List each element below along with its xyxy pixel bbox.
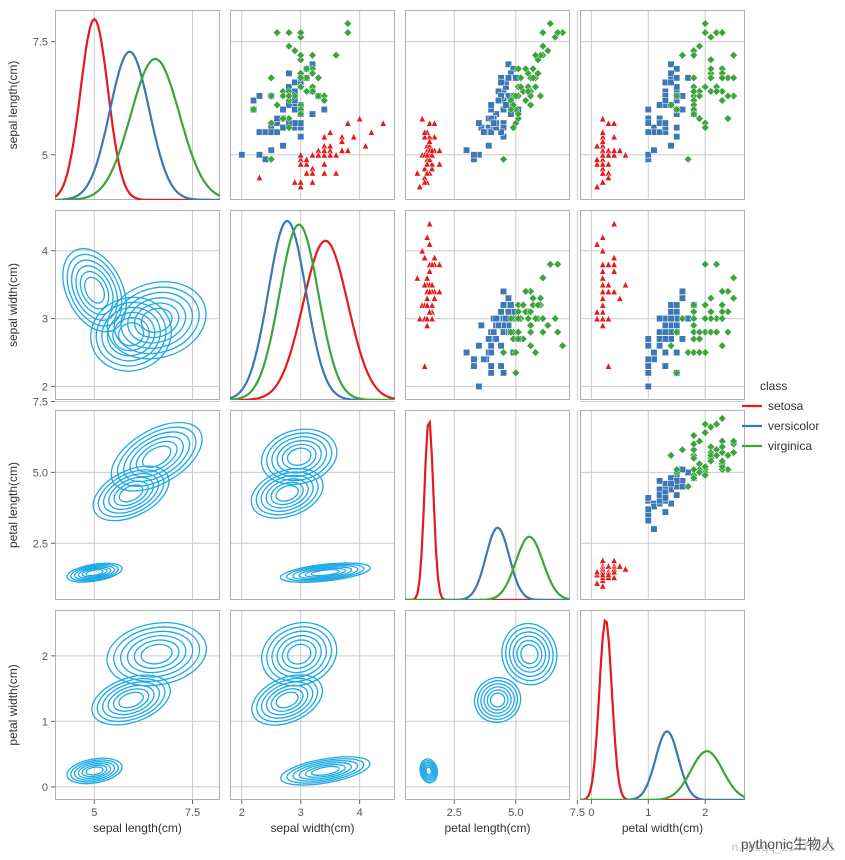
pairplot-svg: 57.5sepal length(cm)234sepal width(cm)2.… xyxy=(0,0,845,860)
x-tick-label: 5 xyxy=(91,807,97,819)
x-tick-label: 0 xyxy=(588,807,594,819)
legend-label: setosa xyxy=(768,399,804,413)
x-tick-label: 5.0 xyxy=(508,807,523,819)
panel-3-3: 0 1 2 petal width(cm) xyxy=(580,610,745,835)
y-tick-label: 1 xyxy=(42,716,48,728)
y-axis-label: sepal length(cm) xyxy=(6,61,20,150)
panel-2-1 xyxy=(230,401,395,600)
x-tick-label: 2 xyxy=(239,807,245,819)
legend-label: virginica xyxy=(768,439,812,453)
panel-1-0: 2 3 4 sepal width(cm) xyxy=(6,210,220,400)
x-tick-label: 3 xyxy=(298,807,304,819)
y-tick-label: 3 xyxy=(42,314,48,326)
legend-label: versicolor xyxy=(768,419,819,433)
y-tick-label: 5.0 xyxy=(33,467,48,479)
panel-0-1 xyxy=(230,10,395,200)
panel-2-3 xyxy=(580,401,745,600)
x-axis-label: petal width(cm) xyxy=(622,821,703,835)
y-tick-label: 5 xyxy=(42,150,48,162)
panel-1-3 xyxy=(580,210,745,400)
legend: class setosa versicolor virginica xyxy=(742,379,819,453)
pairplot-root: 57.5sepal length(cm)234sepal width(cm)2.… xyxy=(0,0,845,860)
y-axis-label: sepal width(cm) xyxy=(6,263,20,347)
x-tick-label: 2 xyxy=(702,807,708,819)
panel-1-1 xyxy=(230,210,395,400)
x-axis-label: petal length(cm) xyxy=(444,821,530,835)
panel-0-0: 5 7.5 sepal length(cm) xyxy=(6,10,220,200)
y-axis-label: petal length(cm) xyxy=(6,462,20,548)
x-tick-label: 7.5 xyxy=(570,807,585,819)
y-tick-label: 2 xyxy=(42,381,48,393)
x-tick-label: 7.5 xyxy=(185,807,200,819)
y-tick-label: 7.5 xyxy=(33,396,48,408)
y-tick-label: 7.5 xyxy=(33,37,48,49)
x-tick-label: 4 xyxy=(357,807,363,819)
x-axis-label: sepal width(cm) xyxy=(270,821,354,835)
panel-3-2: 2.5 5.0 7.5 petal length(cm) xyxy=(405,610,585,835)
panel-3-0: 5 7.5sepal length(cm) 0 1 2 petal width(cm) xyxy=(6,610,220,835)
panel-1-2 xyxy=(405,210,577,400)
x-tick-label: 2.5 xyxy=(447,807,462,819)
panel-3-1: 2 3 4sepal width(cm) xyxy=(230,610,395,835)
y-tick-label: 4 xyxy=(42,246,48,258)
panel-0-3 xyxy=(580,10,745,200)
y-tick-label: 2.5 xyxy=(33,538,48,550)
legend-title: class xyxy=(760,379,787,393)
x-axis-label: sepal length(cm) xyxy=(93,821,182,835)
panel-2-2 xyxy=(405,410,577,600)
y-axis-label: petal width(cm) xyxy=(6,664,20,745)
y-tick-label: 2 xyxy=(42,651,48,663)
x-tick-label: 1 xyxy=(645,807,651,819)
panel-0-2 xyxy=(405,10,577,200)
panel-2-0: 2.5 5.0 7.5 petal length(cm) xyxy=(6,396,220,600)
y-tick-label: 0 xyxy=(42,782,48,794)
